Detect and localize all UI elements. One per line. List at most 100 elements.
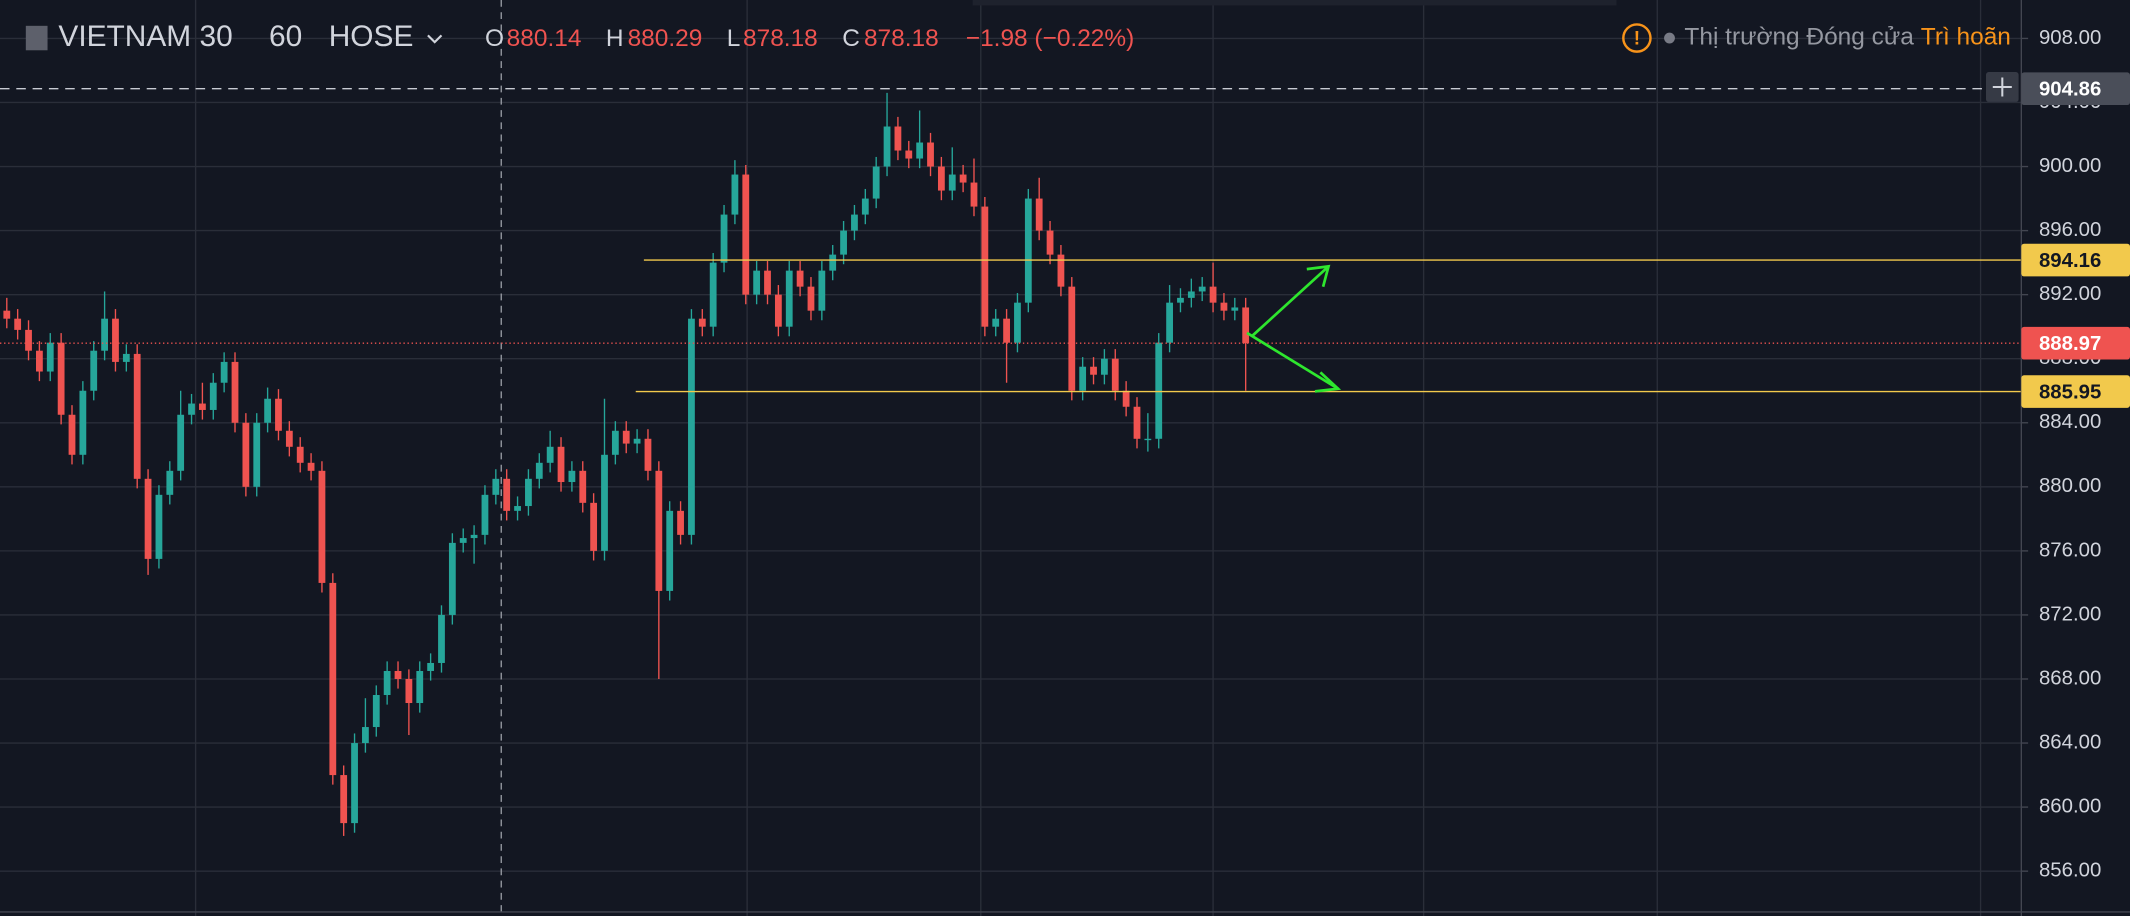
candle-body (764, 270, 771, 295)
candle-body (275, 398, 282, 431)
candle-body (14, 318, 22, 330)
candle-body (731, 174, 739, 215)
price-label-box (2021, 72, 2130, 106)
candle-body (774, 294, 782, 327)
y-tick-label: 872.00 (2039, 603, 2101, 625)
candle-body (307, 462, 315, 471)
candle-body (720, 214, 728, 263)
candle-body (394, 670, 402, 679)
candle-body (318, 470, 326, 583)
candle-body (579, 470, 587, 503)
candle-body (1111, 358, 1119, 391)
market-status: Thị trường Đóng cửa (1684, 24, 1914, 51)
candle-body (829, 254, 837, 271)
candle-body (362, 727, 369, 744)
candle-body (557, 446, 565, 483)
y-tick-label: 884.00 (2039, 411, 2101, 433)
candle-body (296, 446, 304, 463)
candle-body (133, 353, 141, 479)
y-tick-label: 864.00 (2039, 731, 2101, 753)
candle-body (459, 538, 467, 543)
interval[interactable]: 60 (269, 20, 302, 53)
arrow-head (1306, 264, 1331, 288)
candle-body (677, 510, 684, 535)
candle-body (101, 318, 108, 351)
y-tick-label: 880.00 (2039, 475, 2101, 497)
candle-body (242, 422, 250, 487)
candle-body (861, 198, 869, 215)
y-tick-label: 860.00 (2039, 795, 2101, 817)
candle-body (448, 542, 456, 615)
y-tick-label: 908.00 (2039, 27, 2101, 49)
candle-body (905, 150, 913, 159)
candle-body (470, 534, 478, 539)
warning-mark: ! (1634, 28, 1640, 49)
candle-body (1122, 390, 1130, 407)
price-label-box (2021, 375, 2130, 408)
symbol-flag (25, 25, 48, 51)
candle-body (872, 166, 880, 199)
toolbar-edge (972, 0, 1617, 6)
candle-body (1198, 286, 1206, 292)
candle-body (1242, 307, 1250, 344)
candle-body (177, 414, 185, 471)
candle-body (1090, 366, 1097, 375)
candle-body (1187, 291, 1195, 298)
warning-icon[interactable] (1622, 23, 1652, 53)
candle-body (503, 478, 511, 511)
delay-status[interactable]: Trì hoãn (1921, 24, 2011, 51)
candle-body (220, 361, 228, 383)
candle-body (785, 270, 793, 327)
exchange[interactable]: HOSE (329, 20, 414, 53)
candle-body (568, 470, 576, 483)
candle-body (416, 670, 424, 704)
candle-body (1057, 254, 1065, 287)
candle-body (90, 350, 98, 391)
symbol[interactable]: VIETNAM 30 (58, 20, 232, 53)
candle-body (525, 478, 532, 507)
candle-body (372, 695, 380, 728)
candle-body (981, 206, 989, 327)
candle-body (742, 174, 750, 295)
candle-body (883, 126, 891, 167)
candle-body (1177, 297, 1184, 303)
plus-icon[interactable] (1992, 77, 2012, 97)
candle-body (1003, 318, 1010, 343)
candle-body (535, 462, 543, 479)
price-label: 894.16 (2039, 250, 2101, 272)
price-label-box (2021, 243, 2130, 277)
candle-body (644, 438, 652, 471)
candle-body (144, 478, 152, 559)
candle-body (1209, 286, 1217, 303)
high-value: 880.29 (628, 25, 703, 52)
candle-body (818, 270, 826, 311)
candle-body (46, 342, 54, 372)
candle-body (253, 422, 261, 487)
candle-body (68, 414, 76, 455)
candle-body (1068, 286, 1076, 391)
candle-body (1079, 366, 1087, 391)
candle-body (753, 270, 761, 295)
y-tick-label: 868.00 (2039, 667, 2101, 689)
y-tick-label: 892.00 (2039, 283, 2101, 305)
candle-body (927, 142, 934, 167)
candle-body (492, 478, 500, 495)
candle-body (1155, 342, 1163, 439)
candle-body (329, 582, 337, 776)
arrow-up (1251, 265, 1330, 337)
candle-body (1014, 302, 1021, 343)
candle-body (611, 430, 619, 455)
candle-body (622, 430, 630, 444)
y-tick-label: 896.00 (2039, 219, 2101, 241)
chevron[interactable] (427, 34, 443, 44)
price-label-box (2021, 326, 2130, 360)
open-key: O (485, 25, 504, 52)
candle-body (655, 470, 663, 591)
candle-body (285, 430, 293, 447)
candle-body (709, 262, 717, 327)
arrow-down (1246, 331, 1339, 390)
candle-body (851, 214, 858, 231)
price-label: 885.95 (2039, 381, 2101, 403)
